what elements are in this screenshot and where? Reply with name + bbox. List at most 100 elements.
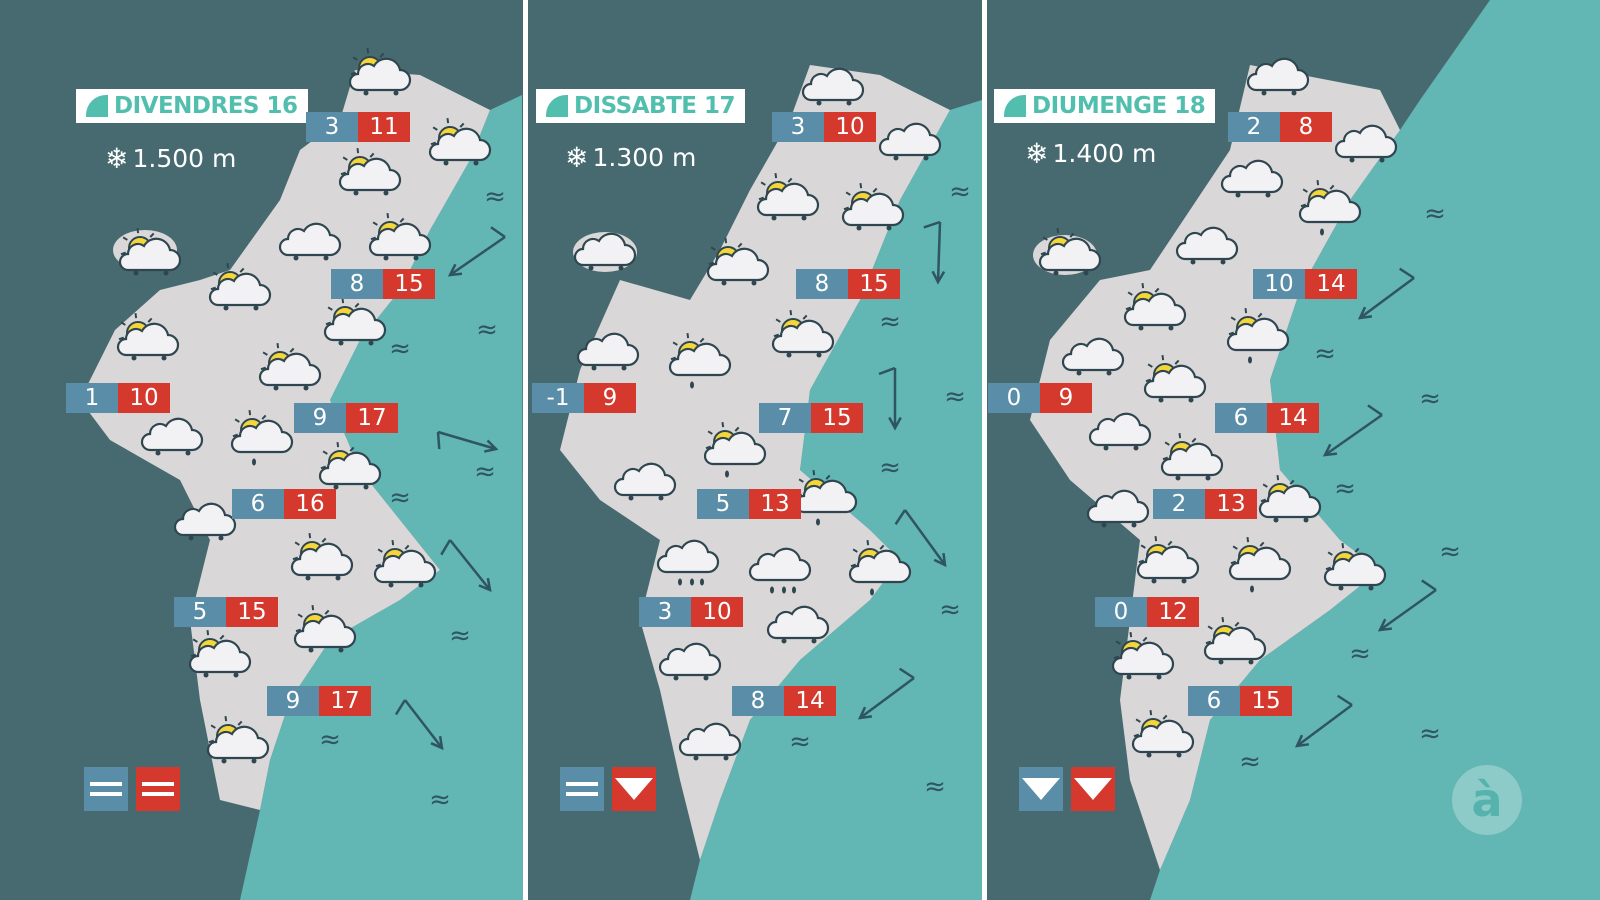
max-temperature: 11 xyxy=(358,112,410,142)
logo-letter: à xyxy=(1471,773,1503,827)
min-temperature: 0 xyxy=(988,383,1040,413)
sun-cloud-icon xyxy=(756,173,820,221)
snowflake-icon: ❄ xyxy=(1025,137,1049,170)
max-temperature: 10 xyxy=(691,597,743,627)
wave-icon: ≈ xyxy=(1439,537,1461,567)
min-temperature-trend xyxy=(84,767,128,811)
wave-icon: ≈ xyxy=(1239,747,1261,777)
sun-rain-icon xyxy=(230,410,294,466)
sun-cloud-icon xyxy=(706,238,770,286)
sun-cloud-icon xyxy=(323,298,387,346)
wave-icon: ≈ xyxy=(1424,199,1446,229)
wind-arrow-icon xyxy=(394,699,444,751)
max-temperature: 14 xyxy=(1267,403,1319,433)
temperature-pair: 0 12 xyxy=(1095,597,1199,627)
down-arrow-icon xyxy=(1022,778,1060,800)
wave-icon: ≈ xyxy=(474,457,496,487)
wind-arrow-icon xyxy=(878,366,902,431)
max-temperature: 9 xyxy=(1040,383,1092,413)
temperature-pair: 9 17 xyxy=(267,686,371,716)
min-temperature: -1 xyxy=(532,383,584,413)
rain-icon xyxy=(656,539,720,586)
cloud-icon xyxy=(658,642,722,681)
equal-icon xyxy=(142,782,174,796)
sun-cloud-icon xyxy=(318,442,382,490)
sun-cloud-icon xyxy=(771,310,835,358)
sun-cloud-icon xyxy=(188,630,252,678)
rain-icon xyxy=(748,547,812,594)
wind-arrow-icon xyxy=(1357,267,1415,320)
temperature-pair: 5 13 xyxy=(697,489,801,519)
snow-level: ❄ 1.500 m xyxy=(105,142,236,175)
sun-cloud-icon xyxy=(1136,536,1200,584)
max-temperature: 13 xyxy=(749,489,801,519)
sun-cloud-icon xyxy=(1143,355,1207,403)
min-temperature: 9 xyxy=(267,686,319,716)
sun-cloud-icon xyxy=(258,343,322,391)
wave-icon: ≈ xyxy=(484,182,506,212)
temperature-pair: -1 9 xyxy=(532,383,636,413)
down-arrow-icon xyxy=(615,778,653,800)
sun-cloud-icon xyxy=(293,605,357,653)
max-temperature: 8 xyxy=(1280,112,1332,142)
cloud-icon xyxy=(1175,226,1239,265)
sun-rain-icon xyxy=(703,422,767,478)
leaf-icon xyxy=(1004,95,1026,117)
temperature-pair: 7 15 xyxy=(759,403,863,433)
day-label: DIUMENGE 18 xyxy=(1032,93,1206,119)
cloud-icon xyxy=(1220,159,1284,198)
wave-icon: ≈ xyxy=(389,483,411,513)
day-title: DIUMENGE 18 xyxy=(994,89,1216,123)
wave-icon: ≈ xyxy=(1419,719,1441,749)
day-label: DISSABTE 17 xyxy=(574,93,736,119)
temperature-pair: 3 10 xyxy=(772,112,876,142)
max-temperature: 15 xyxy=(1240,686,1292,716)
max-temperature: 17 xyxy=(346,403,398,433)
max-temperature: 15 xyxy=(383,269,435,299)
day-title: DISSABTE 17 xyxy=(536,89,745,123)
channel-logo: à xyxy=(1452,765,1522,835)
min-temperature: 6 xyxy=(1215,403,1267,433)
cloud-icon xyxy=(1086,489,1150,528)
min-temperature: 8 xyxy=(732,686,784,716)
sun-cloud-icon xyxy=(338,148,402,196)
min-temperature: 2 xyxy=(1228,112,1280,142)
leaf-icon xyxy=(546,95,568,117)
equal-icon xyxy=(566,782,598,796)
sun-cloud-icon xyxy=(208,263,272,311)
wind-arrow-icon xyxy=(440,539,492,593)
min-temperature: 2 xyxy=(1153,489,1205,519)
sun-cloud-icon xyxy=(1203,617,1267,665)
max-temperature: 9 xyxy=(584,383,636,413)
min-temperature: 7 xyxy=(759,403,811,433)
temperature-pair: 10 14 xyxy=(1253,269,1357,299)
temperature-pair: 8 15 xyxy=(331,269,435,299)
cloud-icon xyxy=(766,605,830,644)
wave-icon: ≈ xyxy=(1419,384,1441,414)
wind-arrow-icon xyxy=(857,667,915,720)
wave-icon: ≈ xyxy=(389,334,411,364)
sun-cloud-icon xyxy=(206,716,270,764)
snowflake-icon: ❄ xyxy=(105,142,129,175)
min-temperature: 3 xyxy=(306,112,358,142)
wind-arrow-icon xyxy=(923,220,946,285)
temperature-pair: 9 17 xyxy=(294,403,398,433)
cloud-icon xyxy=(878,122,942,161)
day-title: DIVENDRES 16 xyxy=(76,89,308,123)
max-temperature: 13 xyxy=(1205,489,1257,519)
cloud-icon xyxy=(1334,124,1398,163)
sun-rain-icon xyxy=(1298,180,1362,236)
wave-icon: ≈ xyxy=(944,382,966,412)
max-temperature: 10 xyxy=(118,383,170,413)
max-temperature: 17 xyxy=(319,686,371,716)
snow-level: ❄ 1.400 m xyxy=(1025,137,1156,170)
wave-icon: ≈ xyxy=(879,453,901,483)
wind-arrow-icon xyxy=(436,430,499,453)
wind-arrow-icon xyxy=(1322,404,1383,457)
max-temperature: 15 xyxy=(811,403,863,433)
leaf-icon xyxy=(86,95,108,117)
sun-cloud-icon xyxy=(348,48,412,96)
wave-icon: ≈ xyxy=(1334,474,1356,504)
